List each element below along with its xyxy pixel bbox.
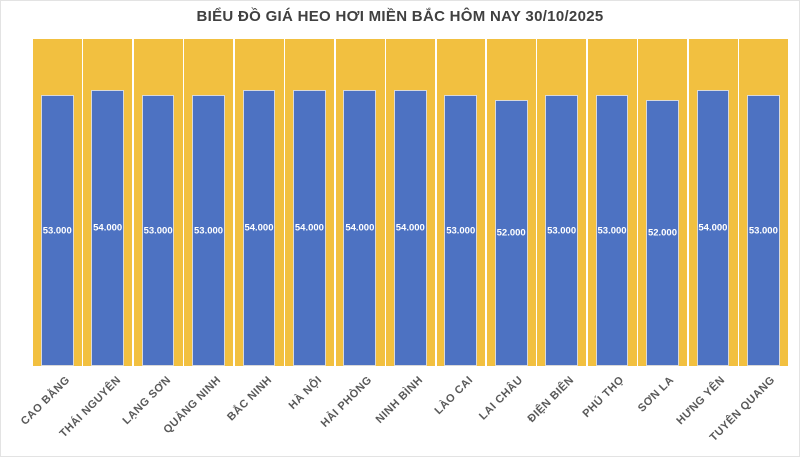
bar: 52.000: [646, 100, 679, 366]
bar-value-label: 52.000: [647, 227, 677, 239]
x-axis-label: BẮC NINH: [224, 374, 274, 424]
category-column: 54.000: [83, 39, 133, 366]
category-column: 54.000: [688, 39, 738, 366]
bar-value-label: 54.000: [294, 222, 324, 234]
category-column: 53.000: [33, 39, 82, 366]
bar: 53.000: [444, 95, 478, 366]
bar: 52.000: [494, 100, 528, 366]
bar-value-label: 54.000: [244, 222, 274, 234]
category-column: 54.000: [285, 39, 335, 366]
bar-value-label: 54.000: [93, 222, 123, 234]
category-column: 53.000: [184, 39, 234, 366]
bar: 53.000: [40, 95, 74, 366]
bar: 53.000: [192, 95, 225, 366]
category-column: 54.000: [234, 39, 284, 366]
bar-value-label: 53.000: [597, 225, 627, 237]
bar-value-label: 53.000: [194, 225, 224, 237]
x-axis-label: HẢI PHÒNG: [318, 374, 375, 430]
x-axis-labels: CAO BẰNG THÁI NGUYÊN LẠNG SƠN QUẢNG NINH BẮC…: [1, 374, 799, 456]
category-column: 54.000: [335, 39, 385, 366]
category-column: 53.000: [537, 39, 587, 366]
x-axis-label: HƯNG YÊN: [673, 374, 727, 428]
x-axis-label: SƠN LA: [636, 374, 677, 415]
category-column: 53.000: [436, 39, 486, 366]
bar: 54.000: [293, 90, 326, 366]
category-column: 53.000: [739, 39, 789, 366]
bar-value-label: 54.000: [395, 222, 425, 234]
x-axis-label: LÀO CAI: [432, 374, 476, 417]
category-column: 54.000: [386, 39, 435, 366]
bar: 54.000: [696, 90, 730, 366]
bar: 54.000: [343, 90, 377, 366]
bar: 54.000: [393, 90, 427, 366]
x-axis-label: NINH BÌNH: [373, 374, 425, 426]
category-column: 52.000: [486, 39, 536, 366]
bar-value-label: 53.000: [748, 225, 778, 237]
bar-value-label: 54.000: [345, 222, 375, 234]
chart-title: BIỂU ĐỒ GIÁ HEO HƠI MIỀN BẮC HÔM NAY 30/…: [196, 8, 604, 25]
x-axis-label: PHÚ THỌ: [580, 374, 627, 420]
bar-value-label: 52.000: [496, 227, 526, 239]
category-column: 53.000: [587, 39, 637, 366]
x-axis-label: CAO BẰNG: [18, 374, 73, 428]
x-axis-label: LAI CHÂU: [477, 374, 526, 423]
x-axis-label: ĐIỆN BIÊN: [524, 374, 576, 426]
bar: 53.000: [746, 95, 780, 366]
bar-value-label: 53.000: [446, 225, 476, 237]
bar: 53.000: [141, 95, 175, 366]
category-column: 52.000: [638, 39, 688, 366]
bar: 54.000: [91, 90, 125, 366]
bar-value-label: 53.000: [547, 225, 577, 237]
x-axis-label: LẠNG SƠN: [120, 374, 174, 427]
bar: 54.000: [242, 90, 276, 366]
category-column: 53.000: [133, 39, 183, 366]
bar: 53.000: [595, 95, 629, 366]
bar-value-label: 53.000: [42, 225, 72, 237]
bar: 53.000: [545, 95, 578, 366]
x-axis-label: HÀ NỘI: [286, 374, 325, 412]
plot-area: 53.000 54.000 53.000 53.000 54.000 54.000 54.0…: [33, 39, 789, 366]
bar-value-label: 54.000: [698, 222, 728, 234]
bar-value-label: 53.000: [143, 225, 173, 237]
